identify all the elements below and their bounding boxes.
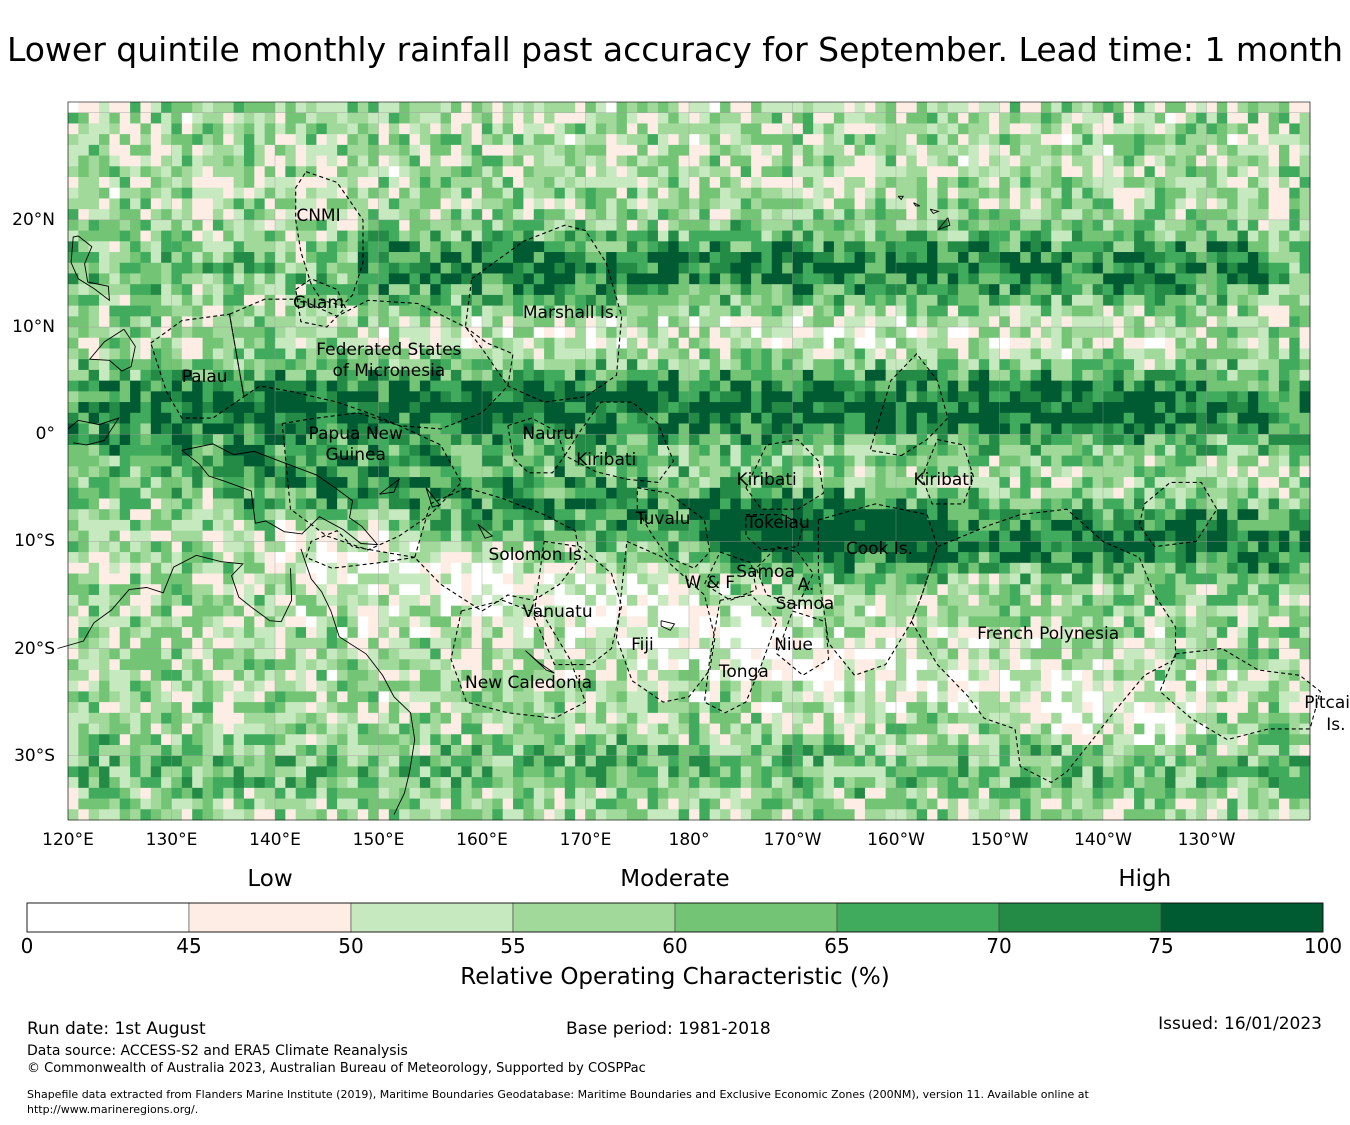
colorbar-tick-label: 0	[20, 934, 34, 958]
region-label: of Micronesia	[332, 360, 446, 381]
region-label: Guinea	[325, 444, 386, 465]
region-label: Pitcairn	[1304, 693, 1350, 714]
region-label: Samoa	[736, 562, 795, 583]
region-label: Cook Is.	[845, 538, 914, 559]
colorbar-tick-label: 50	[338, 934, 364, 958]
x-tick-label: 120°E	[42, 830, 94, 850]
x-tick-label: 160°W	[867, 830, 925, 850]
colorbar-segment	[188, 902, 352, 933]
colorbar-segment	[836, 902, 1000, 933]
region-label: CNMI	[296, 205, 341, 226]
map-frame	[67, 101, 1311, 821]
y-tick-label: 10°N	[12, 317, 55, 338]
region-label: Tonga	[718, 662, 769, 683]
region-label: Tokelau	[746, 513, 810, 534]
region-label: Palau	[181, 367, 228, 388]
y-tick-label: 10°S	[14, 531, 55, 552]
x-tick-label: 130°W	[1177, 830, 1236, 850]
colorbar-category: Low	[247, 866, 293, 892]
colorbar-tick-label: 100	[1303, 934, 1343, 958]
colorbar-label: Relative Operating Characteristic (%)	[460, 964, 890, 990]
region-label: Niue	[774, 635, 813, 656]
x-tick-label: 150°W	[970, 830, 1029, 850]
y-tick-label: 30°S	[14, 745, 55, 766]
colorbar-segment	[26, 902, 190, 933]
colorbar-segment	[350, 902, 514, 933]
colorbar-segment	[1160, 902, 1324, 933]
region-label: Federated States	[316, 339, 462, 360]
region-label: Kiribati	[736, 470, 797, 491]
colorbar-tick-label: 65	[824, 934, 850, 958]
region-label: Solomon Is.	[488, 545, 588, 566]
colorbar-tick-label: 75	[1148, 934, 1174, 958]
region-label: Vanuatu	[522, 602, 593, 623]
map-title: Lower quintile monthly rainfall past acc…	[6, 30, 1344, 69]
region-label: Tuvalu	[635, 508, 691, 529]
x-tick-label: 150°E	[352, 830, 405, 850]
region-label: French Polynesia	[977, 623, 1120, 644]
eez-boundaries	[150, 171, 1321, 784]
data-source: Data source: ACCESS-S2 and ERA5 Climate …	[27, 1043, 408, 1059]
colorbar-segment	[998, 902, 1162, 933]
region-label: Kiribati	[576, 449, 637, 470]
region-label: Guam	[293, 293, 344, 314]
coastlines	[57, 195, 951, 815]
shapefile-url: http://www.marineregions.org/.	[27, 1103, 199, 1116]
x-tick-label: 160°E	[456, 830, 508, 850]
region-label: W & F	[684, 573, 736, 594]
region-label: Nauru	[522, 424, 575, 445]
colorbar-tick-label: 45	[176, 934, 202, 958]
base-period: Base period: 1981-2018	[566, 1019, 771, 1039]
x-tick-label: 170°E	[559, 830, 612, 850]
region-label: Kiribati	[913, 470, 974, 491]
region-label: Is.	[1326, 714, 1346, 735]
shapefile-credit: Shapefile data extracted from Flanders M…	[27, 1088, 1089, 1101]
colorbar-category: High	[1118, 866, 1172, 892]
x-tick-label: 140°W	[1074, 830, 1132, 850]
colorbar-tick-label: 60	[662, 934, 688, 958]
colorbar-tick-label: 55	[500, 934, 526, 958]
x-tick-label: 140°E	[249, 830, 301, 850]
x-tick-label: 180°	[668, 830, 710, 850]
x-tick-label: 170°W	[763, 830, 822, 850]
region-label: Fiji	[631, 635, 654, 656]
region-label: A.	[797, 575, 815, 596]
region-label: Marshall Is.	[522, 303, 620, 324]
colorbar-tick-label: 70	[986, 934, 1012, 958]
colorbar-segment	[674, 902, 838, 933]
run-date: Run date: 1st August	[27, 1019, 206, 1039]
region-label: Papua New	[308, 424, 403, 445]
y-tick-label: 0°	[35, 424, 55, 445]
issued-date: Issued: 16/01/2023	[1158, 1014, 1322, 1034]
y-tick-label: 20°N	[12, 209, 55, 230]
copyright: © Commonwealth of Australia 2023, Austra…	[27, 1061, 646, 1076]
colorbar	[26, 902, 1324, 933]
region-label: Samoa	[775, 593, 835, 614]
region-label: New Caledonia	[465, 672, 593, 693]
y-tick-label: 20°S	[14, 638, 55, 659]
roc-raster-grid	[68, 102, 1311, 821]
x-tick-label: 130°E	[145, 830, 198, 850]
colorbar-category: Moderate	[620, 866, 730, 892]
colorbar-segment	[512, 902, 676, 933]
